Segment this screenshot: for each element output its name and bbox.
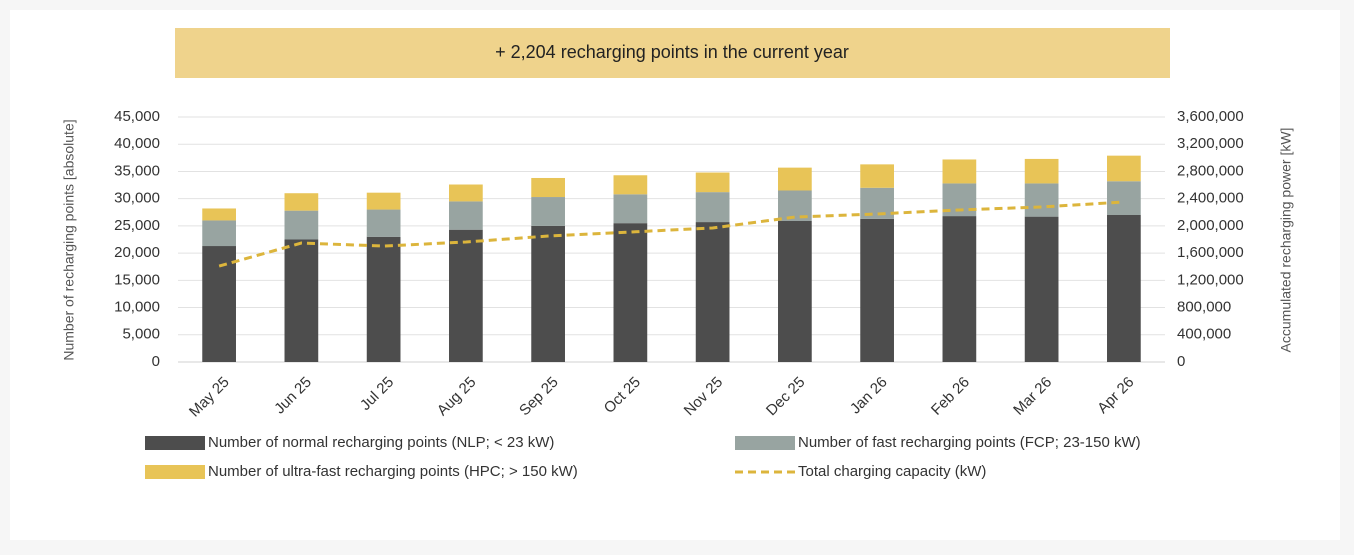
- bar-segment: [695, 172, 730, 193]
- bar-segment: [860, 164, 894, 188]
- y-tick-label: 40,000: [114, 135, 160, 152]
- y2-axis-title: Accumulated recharging power [kW]: [1278, 128, 1294, 353]
- chart-title: + 2,204 recharging points in the current…: [495, 42, 849, 62]
- bar-segment: [695, 192, 730, 223]
- y2-tick-label: 0: [1177, 353, 1185, 370]
- bar-segment: [366, 209, 401, 237]
- bar-segment: [1107, 215, 1141, 362]
- y2-tick-label: 1,200,000: [1177, 271, 1244, 288]
- bar-segment: [284, 239, 319, 362]
- y2-tick-label: 1,600,000: [1177, 244, 1244, 261]
- y2-tick-label: 2,000,000: [1177, 217, 1244, 234]
- bar-segment: [366, 236, 401, 362]
- y-tick-label: 45,000: [114, 108, 160, 125]
- bar-segment: [202, 208, 236, 221]
- bar-segment: [449, 201, 483, 230]
- bar-segment: [613, 175, 648, 195]
- bar-segment: [942, 159, 977, 184]
- y2-tick-label: 400,000: [1177, 326, 1231, 343]
- bar-segment: [1107, 155, 1141, 182]
- bar-segment: [202, 220, 236, 247]
- bar-segment: [531, 197, 565, 226]
- bar-segment: [366, 192, 401, 210]
- y-tick-label: 30,000: [114, 190, 160, 207]
- bar-segment: [449, 184, 483, 202]
- y-tick-label: 0: [152, 353, 160, 370]
- bar-segment: [449, 229, 483, 362]
- bar-segment: [531, 225, 565, 362]
- bar-segment: [613, 223, 648, 362]
- legend-swatch: [145, 436, 205, 450]
- bar-segment: [778, 167, 812, 191]
- y-tick-label: 15,000: [114, 271, 160, 288]
- bar-segment: [695, 222, 730, 362]
- bar-segment: [284, 193, 319, 211]
- bar-segment: [531, 177, 565, 198]
- legend-label: Number of ultra-fast recharging points (…: [208, 463, 578, 480]
- legend-swatch: [145, 465, 205, 479]
- y2-tick-label: 2,400,000: [1177, 190, 1244, 207]
- legend-swatch: [735, 436, 795, 450]
- y-tick-label: 5,000: [122, 326, 160, 343]
- bar-segment: [613, 194, 648, 224]
- y-tick-label: 20,000: [114, 244, 160, 261]
- bar-segment: [942, 216, 977, 362]
- bar-segment: [860, 218, 894, 362]
- bar-segment: [778, 220, 812, 362]
- legend-label: Number of fast recharging points (FCP; 2…: [798, 434, 1141, 451]
- legend-label: Number of normal recharging points (NLP;…: [208, 434, 554, 451]
- y-tick-label: 10,000: [114, 299, 160, 316]
- y2-tick-label: 3,600,000: [1177, 108, 1244, 125]
- y-tick-label: 25,000: [114, 217, 160, 234]
- y-tick-label: 35,000: [114, 162, 160, 179]
- banner: [175, 28, 1170, 78]
- legend-label: Total charging capacity (kW): [798, 463, 986, 480]
- y-axis-title: Number of recharging points [absolute]: [61, 119, 77, 360]
- bar-segment: [1024, 158, 1059, 184]
- bar-segment: [1024, 183, 1059, 217]
- y2-tick-label: 2,800,000: [1177, 162, 1244, 179]
- y2-tick-label: 800,000: [1177, 299, 1231, 316]
- bar-segment: [1107, 181, 1141, 215]
- bar-segment: [1024, 216, 1059, 362]
- line-series: [218, 200, 1124, 268]
- bar-segment: [284, 210, 319, 240]
- bar-segment: [202, 246, 236, 362]
- y2-tick-label: 3,200,000: [1177, 135, 1244, 152]
